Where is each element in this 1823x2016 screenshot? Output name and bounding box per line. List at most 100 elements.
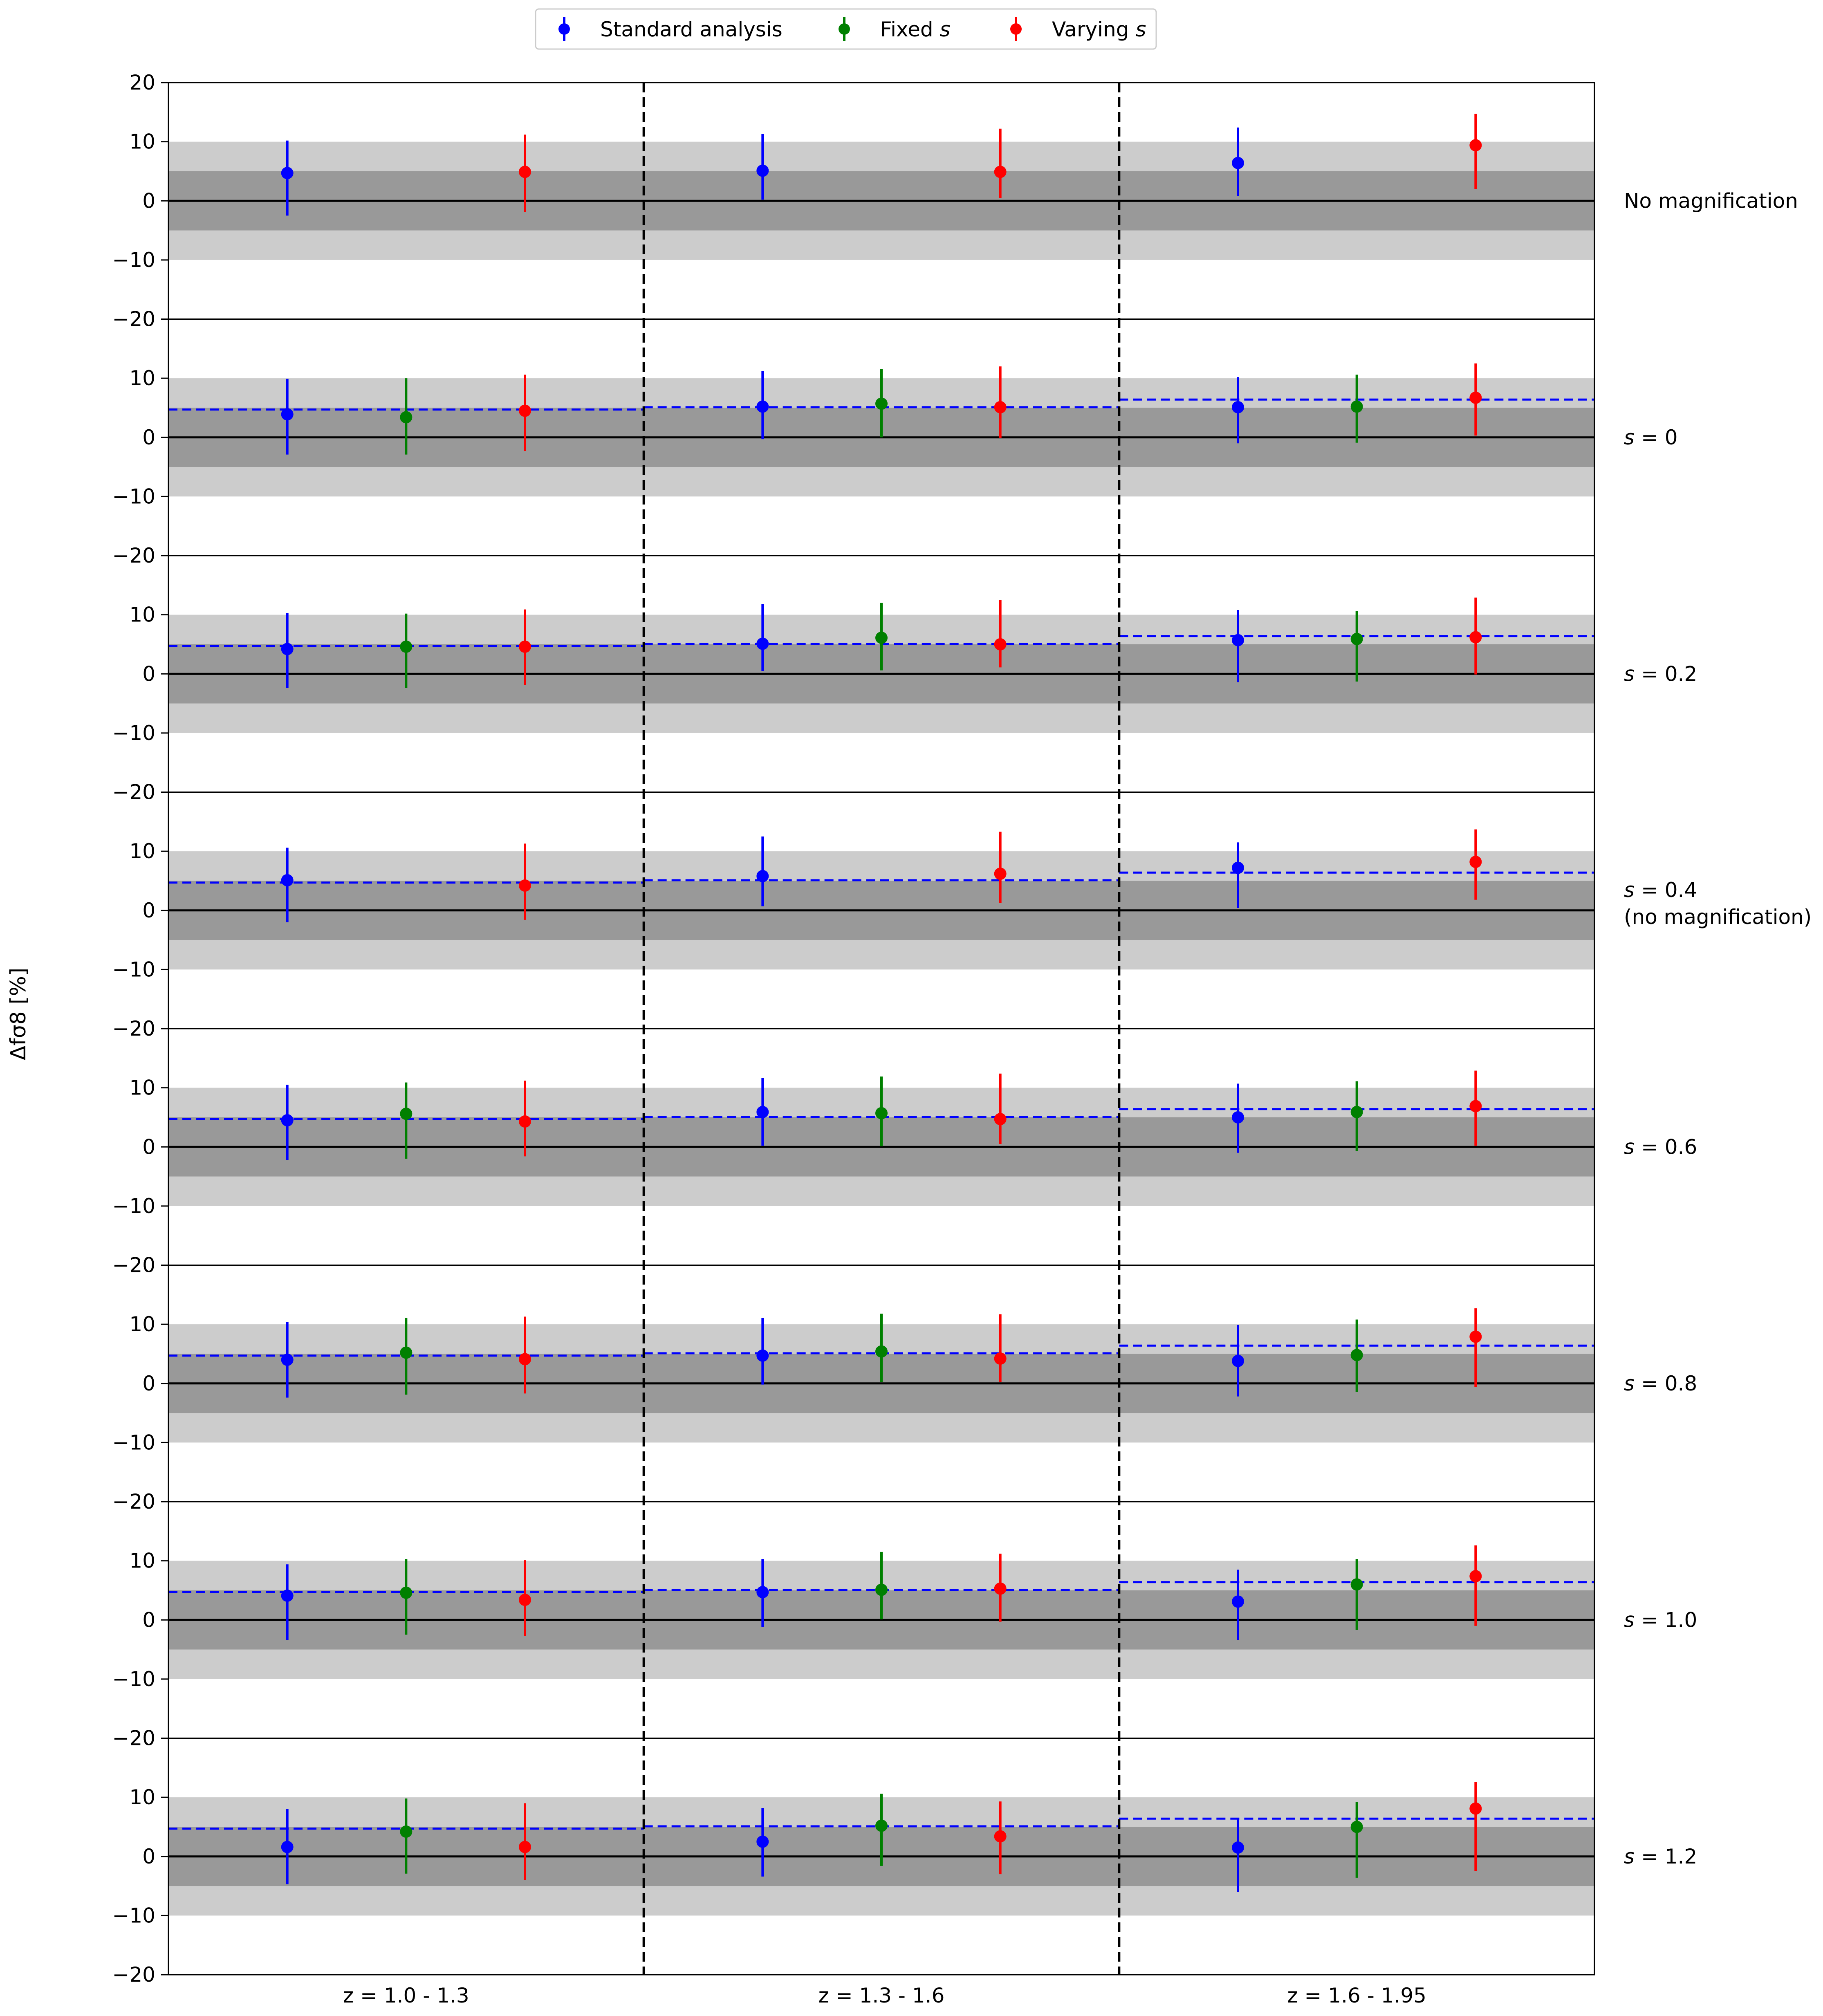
- y-tick-label: 0: [142, 189, 155, 213]
- redshift-bin-label: z = 1.3 - 1.6: [818, 1984, 945, 2007]
- redshift-bin-label: z = 1.0 - 1.3: [343, 1984, 469, 2007]
- y-tick-label: 20: [129, 1254, 155, 1277]
- data-point: [519, 1353, 531, 1366]
- y-tick-label: −10: [112, 1431, 155, 1454]
- data-point: [756, 1106, 769, 1118]
- data-point: [519, 1115, 531, 1128]
- y-tick-label: 20: [129, 307, 155, 331]
- panel: 20 10 0 −10 −20 s = 0: [112, 307, 1677, 568]
- data-point: [1469, 856, 1482, 868]
- y-tick-label: 0: [142, 899, 155, 922]
- data-point: [875, 397, 888, 410]
- data-point: [1469, 1570, 1482, 1583]
- data-point: [1469, 631, 1482, 644]
- y-tick-label: −10: [112, 721, 155, 745]
- data-point: [1350, 1821, 1363, 1833]
- data-point: [756, 400, 769, 413]
- data-point: [1232, 861, 1244, 874]
- y-tick-label: 20: [129, 1490, 155, 1514]
- data-point: [1232, 1111, 1244, 1123]
- legend-entry: Varying s: [1010, 17, 1146, 41]
- y-tick-label: 0: [142, 1135, 155, 1159]
- data-point: [281, 1114, 294, 1127]
- data-point: [756, 1586, 769, 1599]
- data-point: [1350, 1349, 1363, 1361]
- y-tick-label: −20: [112, 780, 155, 804]
- data-point: [994, 868, 1007, 880]
- panel: 20 10 0 −10 −20 s = 1.2: [112, 1727, 1697, 1987]
- data-point: [1469, 1100, 1482, 1112]
- y-tick-label: −10: [112, 484, 155, 508]
- legend-point-marker: [558, 23, 570, 35]
- data-point: [875, 632, 888, 644]
- data-point: [281, 1841, 294, 1853]
- redshift-bin-label: z = 1.6 - 1.95: [1287, 1984, 1426, 2007]
- row-label: s = 0.8: [1624, 1372, 1697, 1395]
- data-point: [400, 1586, 413, 1599]
- data-point: [519, 404, 531, 417]
- legend-point-marker: [839, 23, 850, 35]
- data-point: [756, 870, 769, 882]
- panel: 20 10 0 −10 −20 s = 0.8: [112, 1254, 1697, 1514]
- row-label: s = 1.0: [1624, 1608, 1697, 1632]
- data-point: [1232, 1841, 1244, 1854]
- y-axis-label: Δfσ8 [%]: [6, 968, 31, 1060]
- panel: 20 10 0 −10 −20 No magnification: [112, 71, 1798, 331]
- legend-entry: Standard analysis: [558, 17, 783, 41]
- y-tick-label: 0: [142, 1372, 155, 1395]
- y-tick-label: 10: [129, 366, 155, 390]
- data-point: [1469, 1330, 1482, 1343]
- y-tick-label: 0: [142, 426, 155, 449]
- data-point: [994, 1113, 1007, 1126]
- row-label: s = 0.6: [1624, 1135, 1697, 1159]
- data-point: [756, 1835, 769, 1848]
- y-tick-label: 10: [129, 1785, 155, 1809]
- y-tick-label: 20: [129, 544, 155, 567]
- data-point: [1232, 1595, 1244, 1608]
- data-point: [1232, 634, 1244, 646]
- data-point: [1350, 400, 1363, 413]
- y-tick-label: 0: [142, 1608, 155, 1632]
- panel: 20 10 0 −10 −20 s = 0.4 (no magnification): [112, 780, 1812, 1041]
- data-point: [281, 643, 294, 655]
- data-point: [1232, 401, 1244, 413]
- data-point: [519, 1594, 531, 1606]
- data-point: [400, 1825, 413, 1838]
- y-tick-label: −20: [112, 544, 155, 567]
- y-tick-label: −20: [112, 1254, 155, 1277]
- y-tick-label: −20: [112, 1017, 155, 1041]
- data-point: [994, 401, 1007, 413]
- y-tick-label: −10: [112, 958, 155, 981]
- data-point: [400, 640, 413, 653]
- y-tick-label: 20: [129, 1017, 155, 1041]
- y-tick-label: −20: [112, 1727, 155, 1750]
- data-point: [994, 638, 1007, 650]
- data-point: [1232, 1354, 1244, 1367]
- y-tick-label: 10: [129, 1312, 155, 1336]
- y-tick-label: 10: [129, 603, 155, 627]
- data-point: [756, 164, 769, 177]
- data-point: [1469, 1802, 1482, 1815]
- data-point: [1350, 632, 1363, 645]
- legend: Standard analysis Fixed s Varying s: [535, 8, 1157, 50]
- data-point: [1350, 1106, 1363, 1118]
- y-tick-label: −10: [112, 248, 155, 272]
- data-point: [875, 1819, 888, 1832]
- data-point: [400, 1108, 413, 1120]
- data-point: [281, 874, 294, 886]
- data-point: [994, 1582, 1007, 1595]
- data-point: [994, 1352, 1007, 1365]
- data-point: [281, 167, 294, 179]
- legend-point-marker: [1010, 23, 1022, 35]
- y-tick-label: 10: [129, 1549, 155, 1573]
- data-point: [1469, 139, 1482, 152]
- y-tick-label: 20: [129, 1727, 155, 1750]
- y-tick-label: −10: [112, 1667, 155, 1691]
- y-tick-label: −20: [112, 1490, 155, 1514]
- row-label: s = 0.2: [1624, 662, 1697, 686]
- y-tick-label: 20: [129, 780, 155, 804]
- row-label: No magnification: [1624, 189, 1798, 213]
- data-point: [994, 166, 1007, 178]
- y-tick-label: −20: [112, 1963, 155, 1987]
